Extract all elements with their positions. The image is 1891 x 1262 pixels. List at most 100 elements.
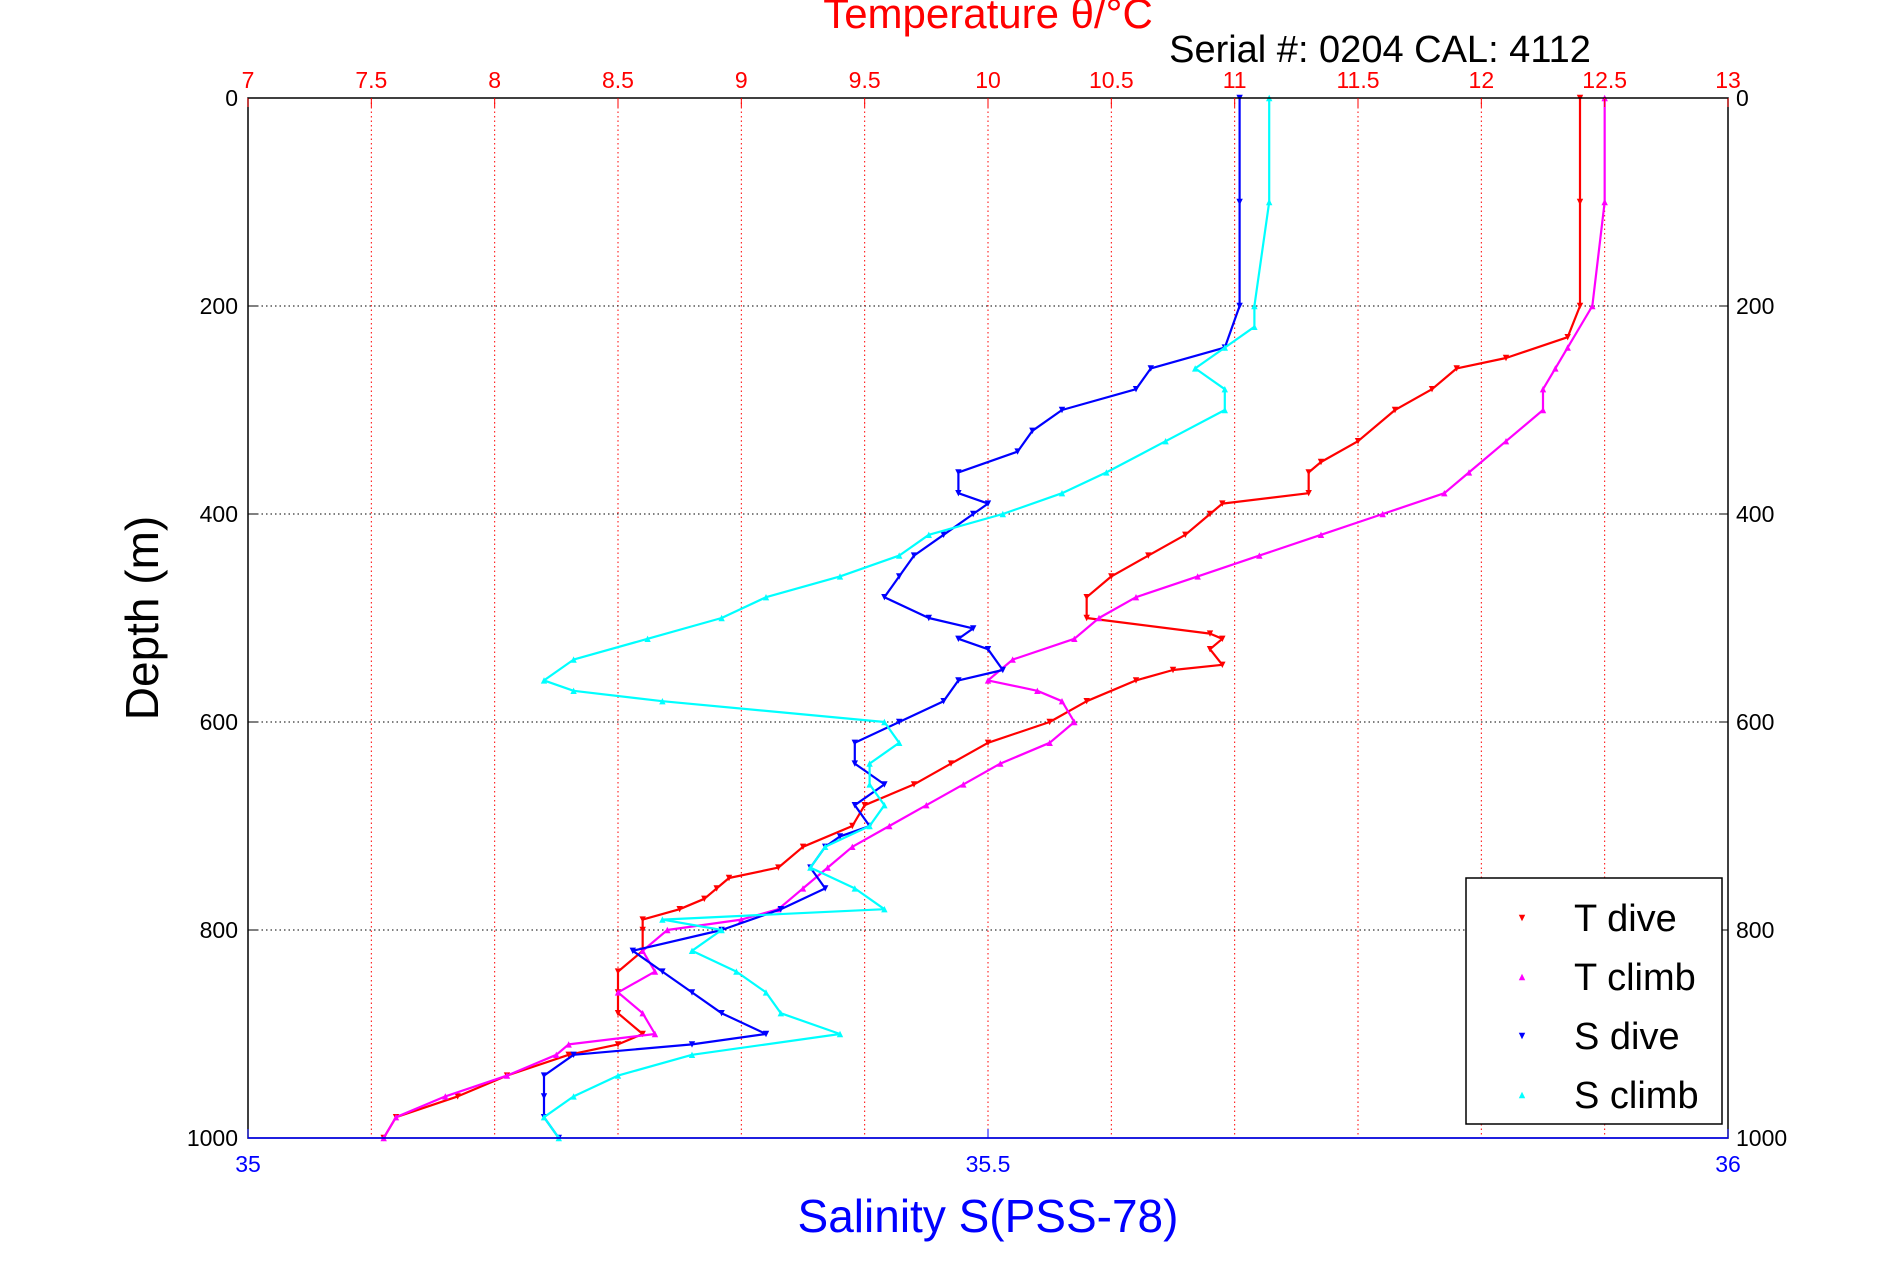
data-point (629, 947, 636, 954)
data-point (777, 906, 784, 913)
data-point (503, 1072, 511, 1079)
right-tick-label: 200 (1736, 293, 1774, 319)
data-point (955, 677, 962, 684)
top-tick-label: 10 (975, 67, 1001, 93)
data-point (910, 552, 918, 559)
data-point (688, 1051, 696, 1058)
bottom-tick-label: 36 (1715, 1151, 1741, 1177)
data-point (1083, 594, 1090, 601)
data-point (1317, 458, 1325, 466)
data-point (1221, 386, 1228, 393)
data-point (1058, 698, 1066, 705)
data-point (1576, 302, 1584, 310)
data-series (380, 94, 1608, 1142)
data-point (970, 625, 977, 632)
series-t-dive (380, 94, 1584, 1142)
data-point (807, 864, 814, 871)
top-tick-label: 12 (1469, 67, 1495, 93)
data-point (1236, 198, 1243, 206)
data-point (866, 760, 873, 767)
data-point (1169, 666, 1177, 674)
bottom-tick-label: 35 (235, 1151, 261, 1177)
data-point (570, 687, 577, 694)
data-point (540, 1072, 548, 1079)
data-point (1206, 630, 1214, 637)
data-point (984, 677, 992, 684)
data-point (851, 760, 858, 767)
data-point (851, 802, 858, 809)
data-point (644, 635, 651, 642)
data-point (1251, 302, 1258, 310)
data-point (881, 802, 888, 809)
data-point (1428, 386, 1436, 393)
data-point (1095, 614, 1103, 622)
data-point (1552, 365, 1559, 372)
data-point (392, 1114, 400, 1121)
data-point (664, 926, 671, 934)
left-tick-label: 800 (200, 917, 238, 943)
data-point (849, 822, 856, 830)
data-point (1192, 365, 1199, 372)
data-point (1564, 344, 1571, 351)
data-point (960, 781, 967, 788)
data-point (442, 1093, 449, 1100)
right-tick-label: 600 (1736, 709, 1774, 735)
data-point (733, 968, 740, 975)
data-point (570, 656, 577, 663)
data-point (822, 843, 829, 850)
top-tick-label: 9.5 (849, 67, 881, 93)
series-line (542, 98, 1271, 1139)
data-point (651, 1030, 659, 1038)
data-point (614, 968, 622, 975)
data-point (565, 1051, 572, 1058)
data-point (940, 698, 947, 705)
data-point (614, 1041, 622, 1048)
data-point (659, 916, 666, 923)
data-point (1465, 469, 1473, 476)
top-tick-label: 11 (1223, 67, 1247, 93)
data-point (1502, 438, 1510, 445)
data-point (762, 1030, 770, 1038)
data-point (570, 1051, 577, 1058)
top-tick-label: 12.5 (1582, 67, 1627, 93)
data-point (1071, 718, 1078, 726)
data-point (1539, 406, 1547, 414)
data-point (1132, 594, 1140, 601)
data-point (688, 989, 696, 996)
data-point (688, 1041, 696, 1048)
data-point (701, 895, 708, 902)
data-point (896, 739, 903, 746)
data-point (1108, 573, 1115, 580)
data-point (1354, 438, 1362, 445)
legend-box (1465, 877, 1723, 1125)
right-tick-label: 800 (1736, 917, 1774, 943)
data-point (1564, 334, 1571, 341)
data-point (910, 781, 918, 788)
data-point (1539, 386, 1547, 393)
top-tick-label: 8.5 (602, 67, 634, 93)
legend-marker (1518, 914, 1526, 922)
data-point (614, 989, 622, 996)
right-tick-label: 1000 (1736, 1125, 1787, 1151)
series-s-climb (540, 94, 1273, 1142)
left-tick-label: 0 (225, 85, 238, 111)
legend-label: S climb (1574, 1075, 1699, 1117)
data-point (822, 885, 829, 892)
data-point (886, 822, 893, 830)
x-axis-label: Salinity S(PSS-78) (798, 1190, 1179, 1242)
data-point (1206, 646, 1214, 653)
data-point (725, 874, 733, 882)
data-point (659, 698, 666, 705)
data-point (1379, 510, 1386, 518)
data-point (1206, 510, 1214, 518)
data-point (997, 760, 1004, 767)
data-point (849, 843, 856, 850)
series-line (382, 98, 1606, 1139)
data-point (881, 718, 888, 726)
data-point (540, 1114, 548, 1121)
top-tick-label: 10.5 (1089, 67, 1134, 93)
data-point (454, 1093, 461, 1100)
bottom-tick-label: 35.5 (966, 1151, 1011, 1177)
data-point (836, 573, 844, 580)
